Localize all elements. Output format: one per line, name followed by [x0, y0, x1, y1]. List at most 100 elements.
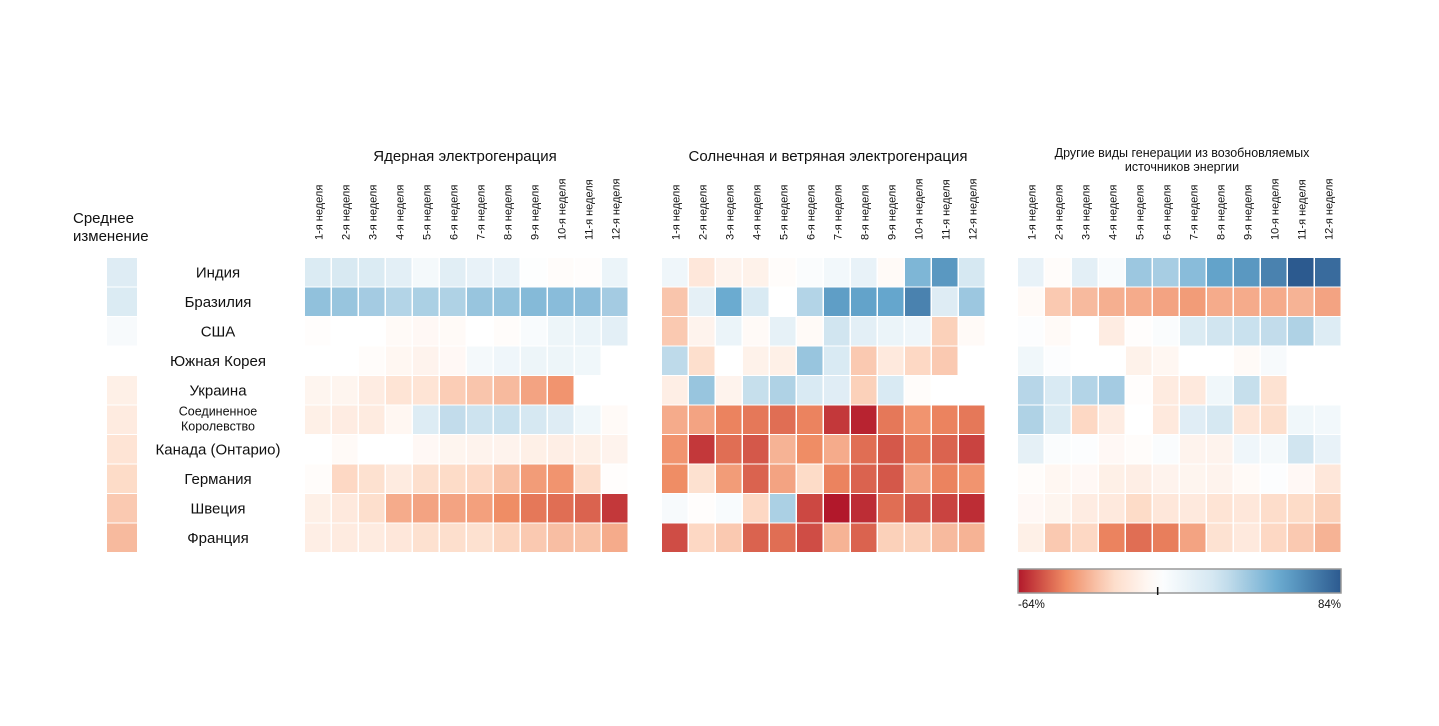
heatmap-cell	[797, 523, 823, 552]
week-label: 9-я неделя	[530, 185, 542, 240]
heatmap-cell	[1261, 376, 1287, 405]
heatmap-cell	[851, 287, 877, 316]
heatmap-cell	[1018, 435, 1044, 464]
heatmap-cell	[1207, 435, 1233, 464]
heatmap-cell	[743, 258, 769, 287]
heatmap-cell	[743, 317, 769, 346]
heatmap-cell	[521, 523, 547, 552]
heatmap-cell	[602, 435, 628, 464]
heatmap-cell	[824, 258, 850, 287]
heatmap-cell	[1045, 346, 1071, 375]
heatmap-cell	[1018, 258, 1044, 287]
heatmap-cell	[1315, 287, 1341, 316]
country-label: Королевство	[181, 420, 255, 434]
heatmap-cell	[878, 376, 904, 405]
week-label: 11-я неделя	[584, 179, 596, 240]
heatmap-cell	[1072, 376, 1098, 405]
heatmap-cell	[386, 287, 412, 316]
heatmap-cell	[359, 464, 385, 493]
heatmap-cell	[1099, 494, 1125, 523]
heatmap-cell	[959, 435, 985, 464]
heatmap-cell	[1153, 376, 1179, 405]
heatmap-cell	[602, 523, 628, 552]
heatmap-cell	[494, 317, 520, 346]
heatmap-cell	[959, 464, 985, 493]
heatmap-cell	[716, 376, 742, 405]
country-label: Южная Корея	[170, 353, 266, 370]
heatmap-cell	[332, 287, 358, 316]
heatmap-cell	[770, 287, 796, 316]
heatmap-cell	[905, 376, 931, 405]
week-label: 4-я неделя	[1108, 185, 1120, 240]
heatmap-cell	[905, 494, 931, 523]
heatmap-cell	[521, 317, 547, 346]
average-change-swatch	[107, 317, 137, 346]
heatmap-cell	[662, 523, 688, 552]
heatmap-cell	[743, 346, 769, 375]
heatmap-cell	[1288, 435, 1314, 464]
heatmap-cell	[332, 523, 358, 552]
week-label: 1-я неделя	[314, 185, 326, 240]
heatmap-cell	[1234, 405, 1260, 434]
heatmap-cell	[770, 523, 796, 552]
heatmap-cell	[602, 317, 628, 346]
heatmap-cell	[1153, 435, 1179, 464]
heatmap-cell	[467, 523, 493, 552]
average-change-swatch	[107, 435, 137, 464]
heatmap-cell	[440, 287, 466, 316]
heatmap-cell	[1234, 523, 1260, 552]
heatmap-cell	[1288, 494, 1314, 523]
heatmap-cell	[1126, 494, 1152, 523]
average-change-swatch	[107, 494, 137, 523]
heatmap-cell	[1099, 287, 1125, 316]
heatmap-cell	[602, 494, 628, 523]
panel-title: Другие виды генерации из возобновляемых	[1055, 146, 1310, 160]
heatmap-cell	[1288, 523, 1314, 552]
heatmap-cell	[689, 287, 715, 316]
heatmap-cell	[689, 317, 715, 346]
heatmap-cell	[689, 405, 715, 434]
heatmap-cell	[548, 346, 574, 375]
heatmap-cell	[386, 405, 412, 434]
week-label: 4-я неделя	[395, 185, 407, 240]
heatmap-cell	[305, 464, 331, 493]
heatmap-cell	[959, 494, 985, 523]
heatmap-cell	[332, 376, 358, 405]
color-scale-max-label: 84%	[1318, 599, 1341, 611]
heatmap-cell	[743, 435, 769, 464]
heatmap-cell	[1045, 435, 1071, 464]
heatmap-cell	[959, 523, 985, 552]
week-label: 5-я неделя	[422, 185, 434, 240]
week-label: 10-я неделя	[914, 179, 926, 240]
heatmap-cell	[1099, 405, 1125, 434]
heatmap-cell	[548, 376, 574, 405]
heatmap-cell	[521, 258, 547, 287]
panel-title: Ядерная электрогенрация	[373, 148, 556, 165]
heatmap-cell	[716, 405, 742, 434]
heatmap-cell	[1099, 523, 1125, 552]
heatmap-cell	[359, 346, 385, 375]
heatmap-cell	[413, 435, 439, 464]
week-label: 12-я неделя	[611, 179, 623, 240]
heatmap-cell	[1234, 346, 1260, 375]
heatmap-cell	[386, 376, 412, 405]
heatmap-cell	[1072, 287, 1098, 316]
heatmap-cell	[770, 317, 796, 346]
heatmap-cell	[521, 435, 547, 464]
heatmap-cell	[332, 258, 358, 287]
heatmap-cell	[1153, 346, 1179, 375]
heatmap-cell	[1045, 287, 1071, 316]
heatmap-cell	[1315, 435, 1341, 464]
heatmap-cell	[851, 346, 877, 375]
heatmap-cell	[386, 464, 412, 493]
heatmap-cell	[662, 258, 688, 287]
heatmap-cell	[1045, 376, 1071, 405]
heatmap-cell	[824, 523, 850, 552]
heatmap-cell	[932, 346, 958, 375]
week-label: 5-я неделя	[1135, 185, 1147, 240]
heatmap-cell	[332, 494, 358, 523]
heatmap-cell	[1180, 376, 1206, 405]
average-change-header: Среднее	[73, 210, 134, 227]
week-label: 3-я неделя	[725, 185, 737, 240]
heatmap-cell	[359, 287, 385, 316]
